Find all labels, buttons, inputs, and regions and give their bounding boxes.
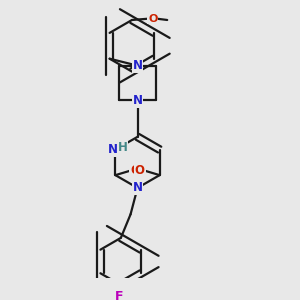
Text: N: N bbox=[133, 59, 142, 72]
Text: H: H bbox=[117, 141, 127, 154]
Text: O: O bbox=[135, 164, 145, 177]
Text: F: F bbox=[115, 290, 124, 300]
Text: N: N bbox=[108, 143, 118, 156]
Text: O: O bbox=[148, 14, 158, 24]
Text: O: O bbox=[130, 164, 140, 177]
Text: N: N bbox=[133, 182, 142, 194]
Text: N: N bbox=[133, 94, 142, 107]
